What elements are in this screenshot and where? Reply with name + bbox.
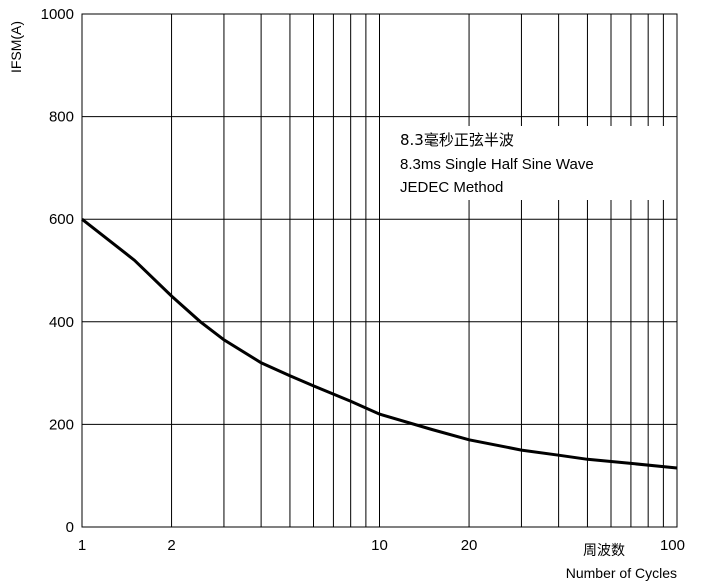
- y-tick-label: 0: [66, 519, 74, 536]
- x-tick-label: 10: [371, 537, 388, 554]
- x-axis-title: Number of Cycles: [566, 565, 677, 581]
- y-tick-label: 600: [49, 211, 74, 228]
- grid-lines: [82, 14, 678, 527]
- x-tick-label: 1: [78, 537, 86, 554]
- y-tick-label: 200: [49, 416, 74, 433]
- tick-labels: 0 200 400 600 800 1000 1 2 10 20 100: [41, 6, 685, 554]
- series-line: [81, 218, 678, 470]
- x-tick-label: 100: [660, 537, 685, 554]
- annotation-background: [393, 126, 670, 200]
- annotation-line-2: 8.3ms Single Half Sine Wave: [400, 156, 594, 173]
- x-axis-title-cn: 周波数: [583, 543, 625, 559]
- plot-area-frame: [81, 13, 678, 528]
- y-tick-label: 800: [49, 109, 74, 126]
- annotation-line-3: JEDEC Method: [400, 179, 503, 196]
- y-tick-label: 400: [49, 314, 74, 331]
- y-tick-label: 1000: [41, 6, 74, 23]
- y-axis-title: IFSM(A): [8, 21, 24, 73]
- x-tick-label: 20: [461, 537, 478, 554]
- x-tick-label: 2: [167, 537, 175, 554]
- annotation-line-1: 8.3毫秒正弦半波: [400, 131, 514, 149]
